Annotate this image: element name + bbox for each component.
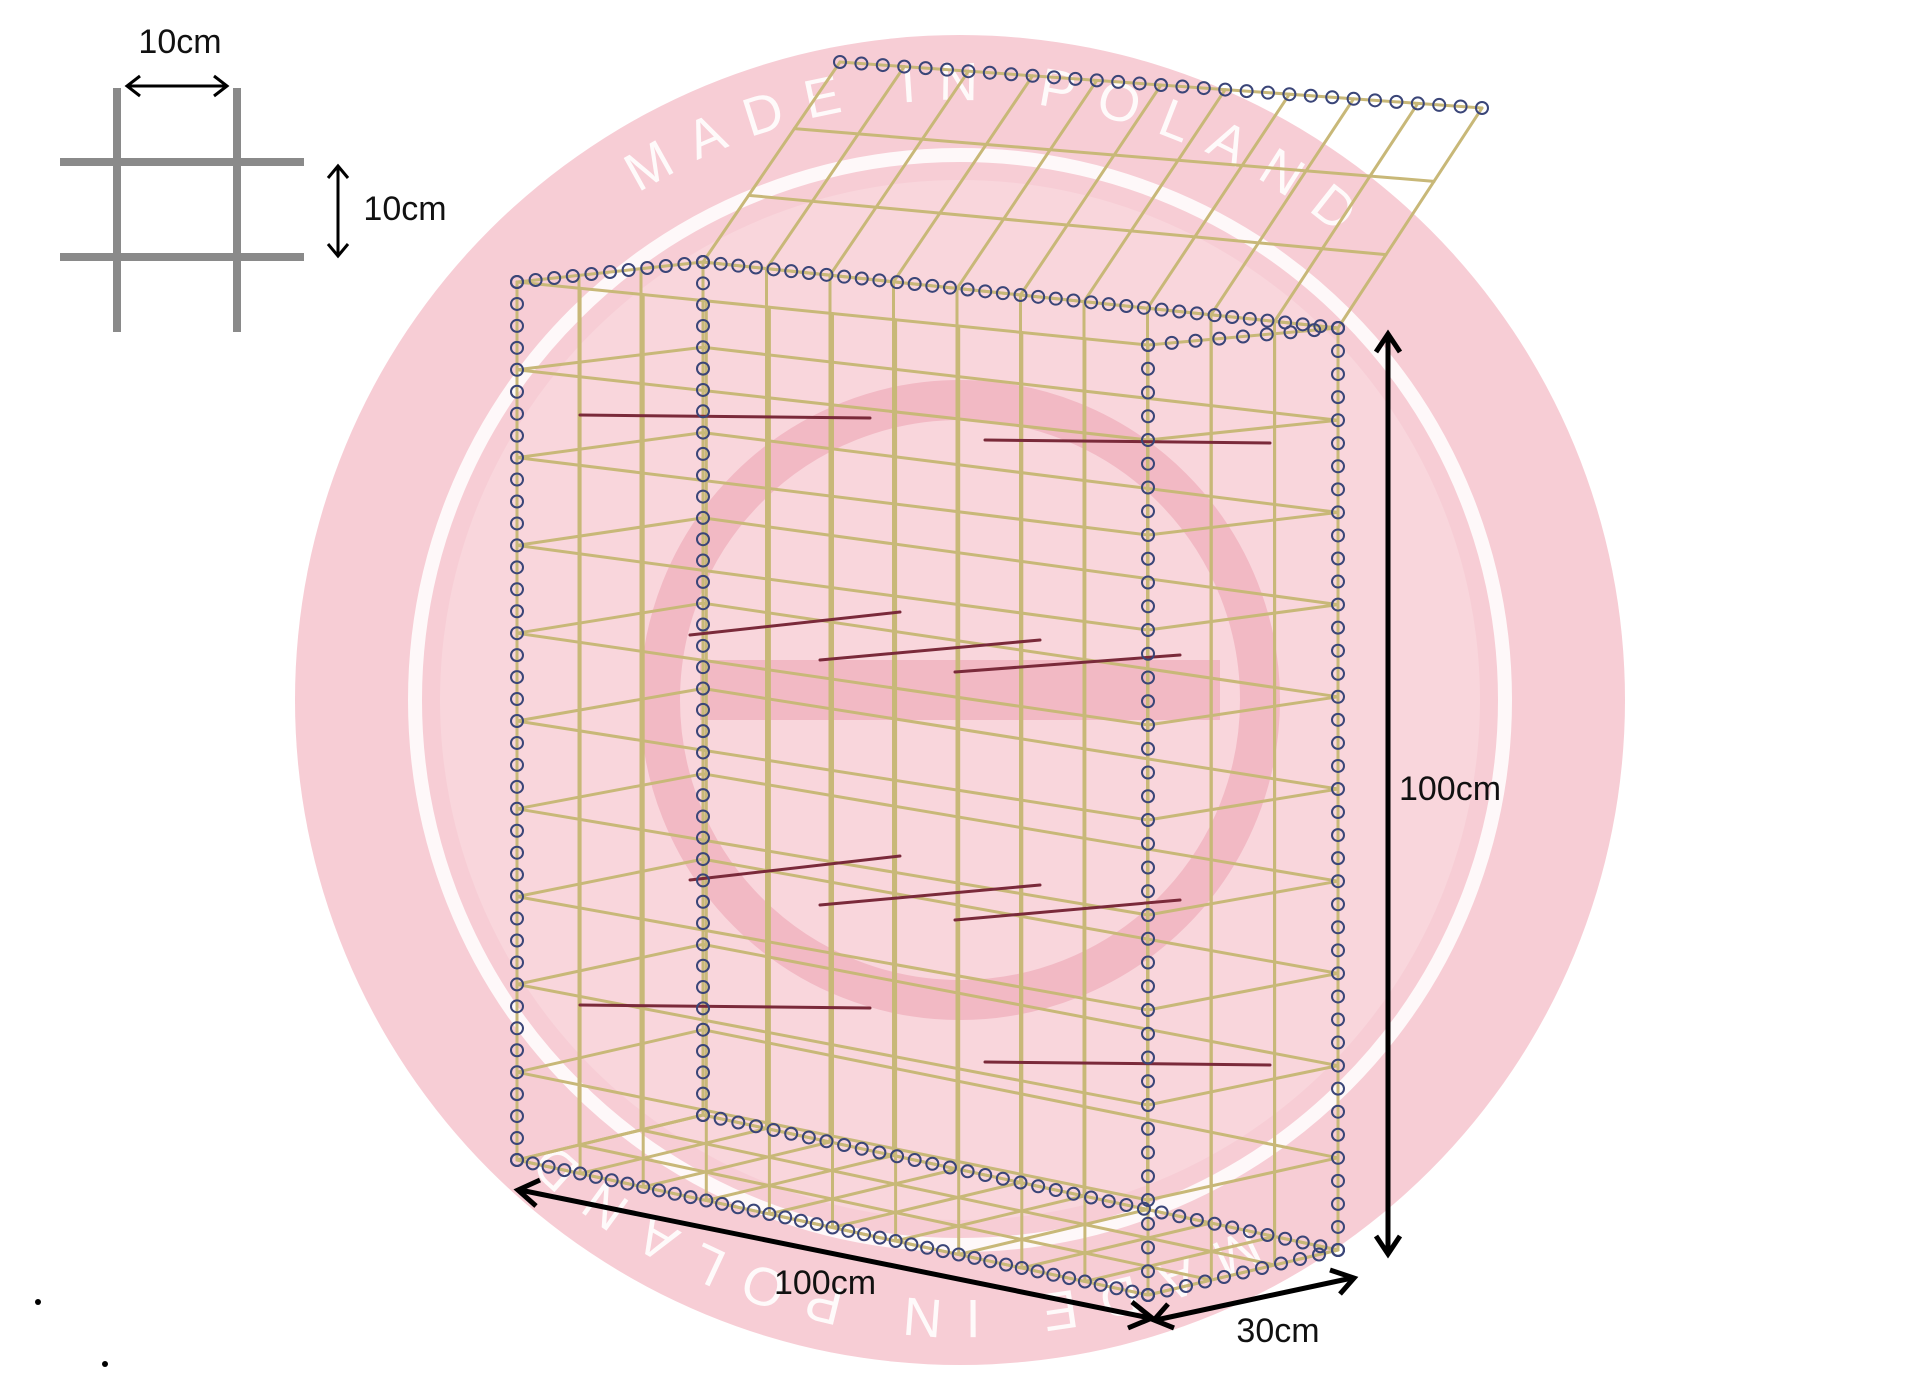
bottom-panel-vwire: [894, 1194, 1086, 1243]
left-panel-hwire: [515, 942, 705, 986]
front-panel-hwire: [515, 807, 1150, 917]
brace-wire: [578, 1003, 872, 1010]
gabion-basket: [510, 55, 1490, 1302]
lid-panel-vwire: [1336, 106, 1484, 330]
lid-panel-vwire: [1209, 97, 1356, 317]
lid-panel-vwire: [701, 60, 842, 264]
depth-dimension-label: 30cm: [1236, 1312, 1319, 1350]
stray-dot: [35, 1299, 41, 1305]
lid-panel-hwire: [747, 193, 1388, 257]
length-dimension-label: 100cm: [774, 1264, 876, 1302]
lid-panel-vwire: [828, 69, 970, 277]
left-panel-hwire: [515, 1028, 705, 1074]
right-panel-hwire: [1146, 418, 1340, 442]
spiral-binder: [1141, 1243, 1346, 1302]
left-panel-hwire: [515, 857, 705, 899]
right-panel-hwire: [1146, 1156, 1340, 1202]
left-panel-hwire: [515, 431, 705, 460]
front-panel-hwire: [515, 719, 1150, 822]
bottom-panel-vwire: [767, 1167, 959, 1216]
bottom-panel-vwire: [1020, 1221, 1213, 1270]
lid-panel-hwire: [792, 127, 1436, 183]
front-panel-hwire: [515, 1070, 1150, 1202]
lid-panel-vwire: [892, 74, 1035, 284]
lid-panel-vwire: [1146, 92, 1291, 310]
depth-dimension-arrow: [1149, 1267, 1359, 1331]
bottom-panel-vwire: [831, 1181, 1022, 1229]
lid-panel-vwire: [1082, 88, 1227, 304]
bottom-panel-vwire: [957, 1208, 1149, 1256]
left-panel-hwire: [515, 1113, 705, 1162]
height-dimension-arrow: [1373, 329, 1403, 1259]
spiral-binder: [1141, 321, 1346, 352]
right-panel-hwire: [1146, 510, 1340, 537]
brace-wire: [688, 854, 902, 882]
bottom-panel-vwire: [1083, 1235, 1276, 1283]
front-panel-hwire: [515, 543, 1150, 632]
bottom-panel-vwire: [704, 1154, 895, 1202]
bottom-panel-vwire: [641, 1140, 832, 1189]
mesh-size-icon: [60, 88, 304, 332]
lid-panel-hwire: [701, 260, 1340, 330]
lid-panel-vwire: [1273, 101, 1420, 323]
lid-panel-vwire: [955, 78, 1099, 290]
right-panel-hwire: [1146, 603, 1340, 632]
spiral-binder: [696, 1108, 1346, 1257]
bottom-panel-vwire: [578, 1127, 768, 1175]
left-panel-hwire: [515, 687, 705, 723]
length-dimension-arrow: [513, 1177, 1157, 1331]
right-panel-hwire: [1146, 971, 1340, 1012]
right-panel-hwire: [1146, 695, 1340, 727]
right-panel-hwire: [1146, 326, 1340, 347]
brace-wire: [818, 883, 1042, 907]
left-panel-hwire: [515, 772, 705, 811]
right-panel-hwire: [1146, 1064, 1340, 1107]
height-dimension-label: 100cm: [1399, 770, 1501, 808]
front-panel-hwire: [515, 631, 1150, 727]
brace-wire: [818, 638, 1042, 662]
brace-wire: [688, 610, 902, 637]
mesh-height-arrow: [326, 163, 350, 259]
right-panel-hwire: [1146, 879, 1340, 917]
brace-wire: [983, 438, 1272, 445]
brace-wire: [953, 898, 1182, 922]
stray-dot: [102, 1361, 108, 1367]
mesh-width-label: 10cm: [138, 23, 221, 61]
brace-wire: [578, 413, 872, 420]
lid-panel-vwire: [1019, 83, 1163, 297]
right-panel-hwire: [1146, 787, 1340, 822]
spiral-binder: [833, 55, 1490, 115]
spiral-binder: [510, 255, 711, 289]
lid-panel-vwire: [765, 65, 906, 271]
spiral-binder: [510, 1153, 1156, 1302]
front-panel-hwire: [515, 368, 1150, 442]
mesh-height-label: 10cm: [363, 190, 446, 228]
left-panel-hwire: [515, 601, 705, 635]
front-panel-hwire: [515, 280, 1150, 347]
brace-wire: [983, 1060, 1272, 1067]
front-panel-hwire: [515, 456, 1150, 537]
mesh-width-arrow: [124, 74, 230, 98]
left-panel-hwire: [515, 516, 705, 547]
spiral-binder: [696, 255, 1346, 335]
front-panel-hwire: [515, 895, 1150, 1012]
left-panel-hwire: [515, 345, 705, 372]
lid-panel-hwire: [838, 60, 1484, 110]
